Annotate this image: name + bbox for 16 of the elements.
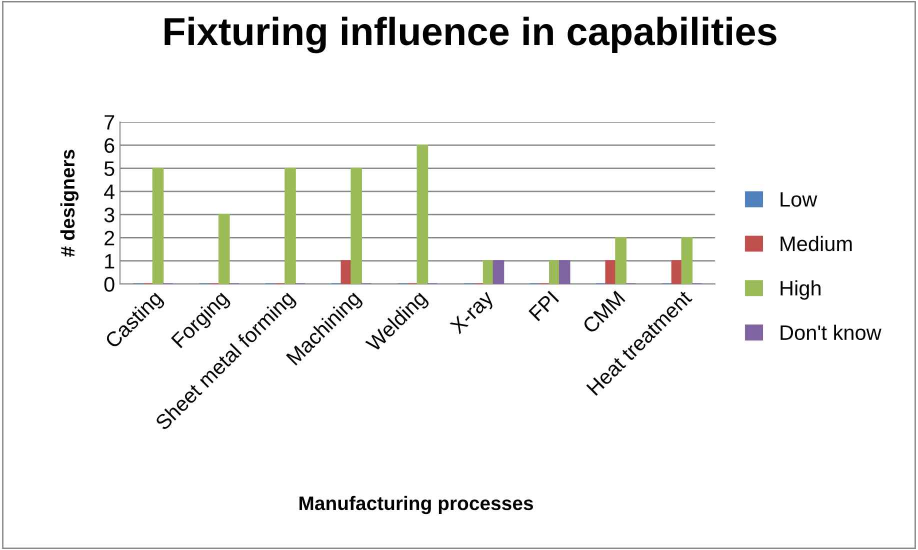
legend-label: Medium — [780, 236, 852, 252]
y-tick-label: 5 — [104, 162, 114, 176]
y-tick-label: 7 — [104, 115, 114, 130]
legend-label: Low — [780, 192, 818, 207]
chart-title: Fixturing influence in capabilities — [164, 16, 776, 54]
y-tick-label: 0 — [104, 277, 114, 292]
x-tick-label: FPI — [528, 290, 560, 322]
y-tick-label: 3 — [104, 208, 114, 222]
y-tick-label: 6 — [104, 138, 114, 153]
y-axis-title: # designers — [60, 150, 79, 257]
legend-label: Don't know — [780, 324, 882, 340]
y-tick-label: 4 — [104, 184, 115, 199]
y-tick-label: 1 — [105, 254, 114, 268]
y-tick-label: 2 — [104, 230, 114, 246]
legend-label: High — [780, 280, 820, 300]
x-axis-title: Manufacturing processes — [300, 496, 533, 514]
